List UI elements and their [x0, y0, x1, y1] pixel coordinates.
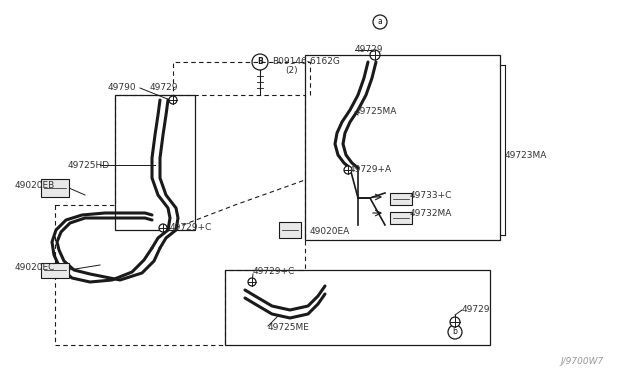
Text: J/9700W7: J/9700W7: [560, 357, 604, 366]
Circle shape: [344, 166, 352, 174]
Text: 49729: 49729: [355, 45, 383, 55]
Text: 49790: 49790: [108, 83, 136, 93]
Text: 49725MA: 49725MA: [355, 108, 397, 116]
Bar: [41, 179, 69, 197]
Text: 49729+C: 49729+C: [170, 224, 212, 232]
Text: 49729+C: 49729+C: [253, 267, 295, 276]
Text: 49733+C: 49733+C: [410, 192, 452, 201]
Text: 49729: 49729: [150, 83, 179, 93]
Circle shape: [248, 278, 256, 286]
Text: (2): (2): [285, 65, 298, 74]
Bar: [225, 270, 490, 345]
Text: 49020EC: 49020EC: [15, 263, 56, 273]
Text: 49725ME: 49725ME: [268, 324, 310, 333]
Bar: [390, 193, 412, 205]
Text: B: B: [257, 58, 263, 67]
Circle shape: [159, 224, 167, 232]
Text: b: b: [452, 327, 458, 337]
Text: 49723MA: 49723MA: [505, 151, 547, 160]
Circle shape: [450, 317, 460, 327]
Text: 49732MA: 49732MA: [410, 208, 452, 218]
Text: B09146-6162G: B09146-6162G: [272, 58, 340, 67]
Bar: [115, 95, 195, 230]
Bar: [41, 263, 69, 278]
Text: a: a: [378, 17, 382, 26]
Circle shape: [370, 50, 380, 60]
Text: 49729+A: 49729+A: [350, 166, 392, 174]
Circle shape: [169, 96, 177, 104]
Bar: [390, 212, 412, 224]
Text: 49725HD: 49725HD: [68, 160, 110, 170]
Text: 49729: 49729: [462, 305, 490, 314]
Bar: [305, 55, 500, 240]
Text: 49020EB: 49020EB: [15, 182, 55, 190]
Text: 49020EA: 49020EA: [310, 228, 350, 237]
Bar: [279, 222, 301, 238]
